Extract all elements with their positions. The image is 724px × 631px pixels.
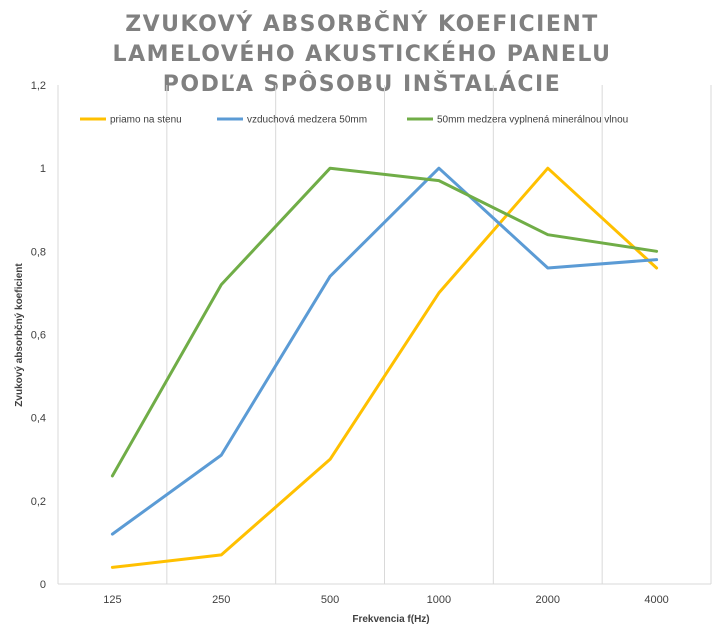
x-tick-label: 4000 — [644, 594, 668, 606]
y-tick-label: 1 — [40, 163, 46, 175]
y-tick-label: 0,2 — [31, 496, 46, 508]
series-line-3 — [110, 166, 659, 478]
legend: priamo na stenu vzduchová medzera 50mm 50m… — [80, 115, 628, 126]
x-axis-title: Frekvencia f(Hz) — [352, 614, 429, 625]
series-line-2 — [110, 166, 659, 536]
legend-label: priamo na stenu — [110, 115, 182, 126]
x-tick-label: 125 — [103, 594, 121, 606]
y-tick-label: 0,6 — [31, 330, 46, 342]
x-tick-label: 2000 — [536, 594, 560, 606]
chart-title-line-3: PODĽA SPÔSOBU INŠTALÁCIE — [163, 71, 561, 97]
series-lines — [110, 166, 659, 569]
chart-title-line-1: ZVUKOVÝ ABSORBČNÝ KOEFICIENT — [125, 11, 599, 37]
x-tick-label: 250 — [212, 594, 230, 606]
grid — [57, 85, 712, 585]
legend-label: vzduchová medzera 50mm — [247, 115, 367, 126]
y-axis-title: Zvukový absorbčný koeficient — [14, 263, 25, 407]
y-axis-ticks: 0 0,2 0,4 0,6 0,8 1 1,2 — [31, 80, 46, 591]
y-tick-label: 1,2 — [31, 80, 46, 92]
x-tick-label: 1000 — [427, 594, 451, 606]
x-tick-label: 500 — [321, 594, 339, 606]
y-tick-label: 0,4 — [31, 413, 46, 425]
y-tick-label: 0 — [40, 579, 46, 591]
chart-title: ZVUKOVÝ ABSORBČNÝ KOEFICIENT LAMELOVÉHO … — [113, 11, 612, 97]
x-axis-ticks: 125 250 500 1000 2000 4000 — [103, 594, 669, 606]
legend-label: 50mm medzera vyplnená minerálnou vlnou — [437, 115, 628, 126]
chart-title-line-2: LAMELOVÉHO AKUSTICKÉHO PANELU — [113, 41, 612, 67]
y-tick-label: 0,8 — [31, 246, 46, 258]
series-line-1 — [110, 166, 659, 569]
